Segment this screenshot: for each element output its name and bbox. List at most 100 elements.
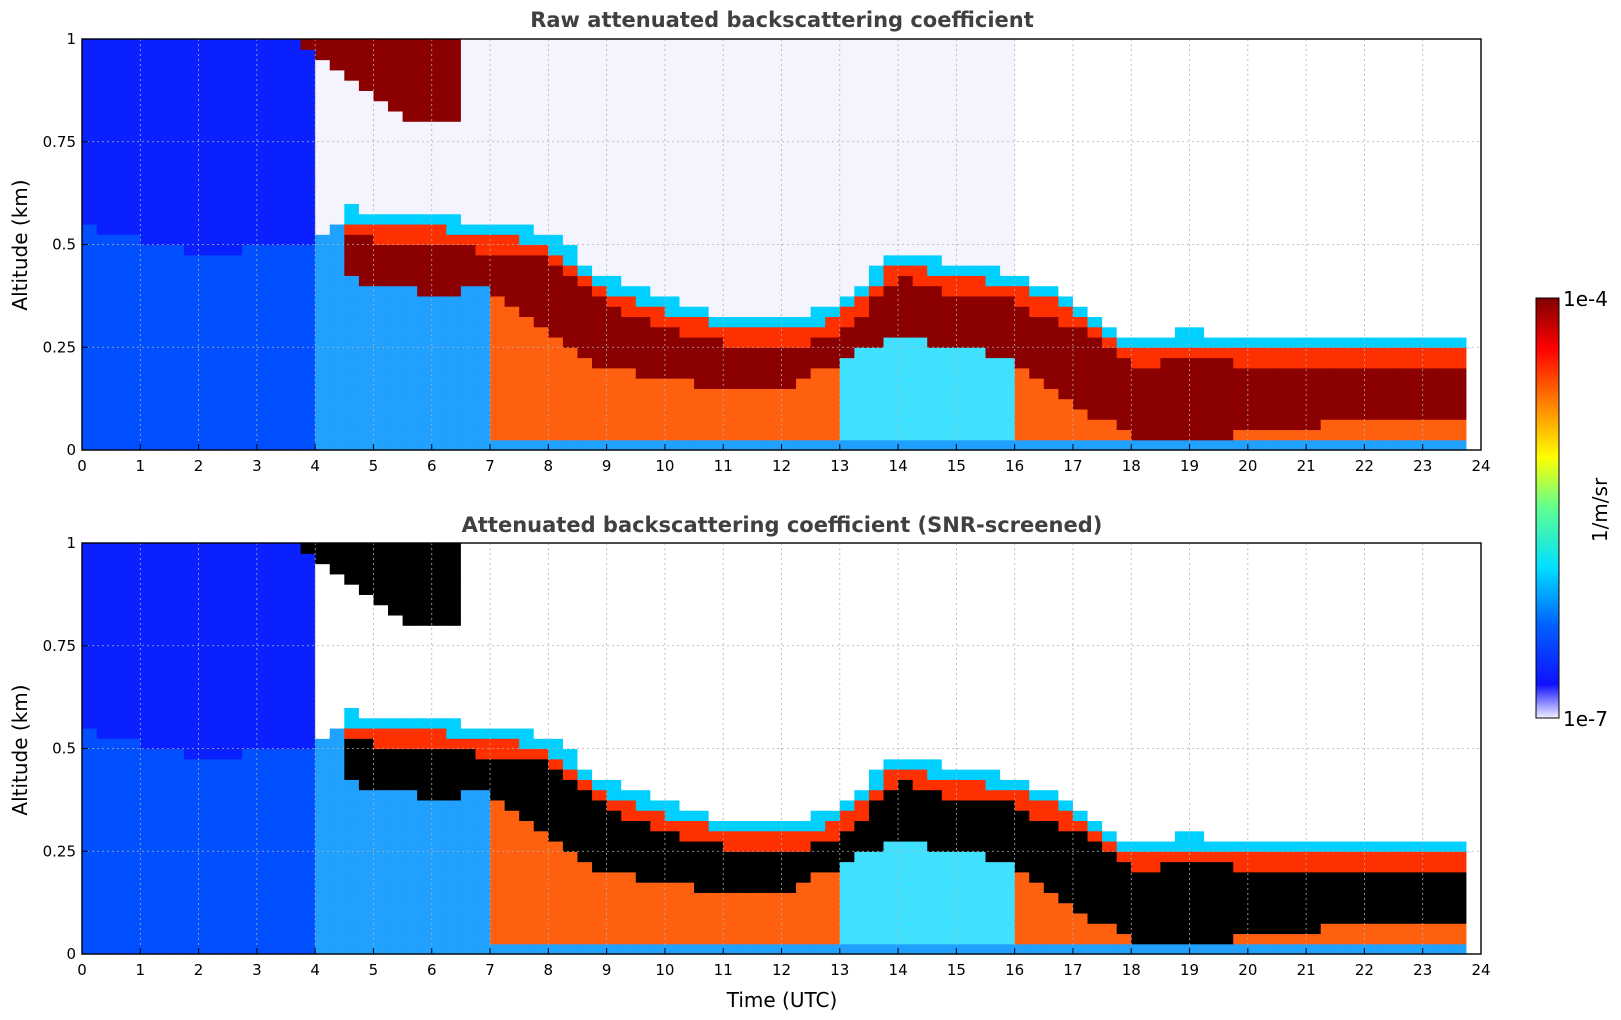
heatmap-cell xyxy=(446,49,462,61)
heatmap-cell xyxy=(562,193,579,205)
heatmap-cell xyxy=(650,49,666,61)
heatmap-cell xyxy=(1320,59,1336,71)
heatmap-cell xyxy=(679,141,695,153)
heatmap-cell xyxy=(810,244,826,256)
heatmap-cell xyxy=(1160,275,1176,287)
heatmap-cell xyxy=(970,90,987,102)
heatmap-cell xyxy=(96,676,112,688)
heatmap-cell xyxy=(1029,408,1045,420)
heatmap-cell xyxy=(242,213,258,225)
heatmap-cell xyxy=(417,656,433,667)
heatmap-cell xyxy=(111,851,127,863)
heatmap-cell xyxy=(1364,131,1380,143)
heatmap-cell xyxy=(417,769,433,780)
heatmap-cell xyxy=(679,295,695,307)
heatmap-cell xyxy=(1378,90,1395,102)
heatmap-cell xyxy=(446,871,462,883)
heatmap-cell xyxy=(883,182,899,194)
heatmap-cell xyxy=(883,213,899,225)
heatmap-cell xyxy=(737,39,753,50)
heatmap-cell xyxy=(635,213,651,225)
heatmap-cell xyxy=(723,193,739,205)
heatmap-cell xyxy=(1262,306,1278,318)
heatmap-cell xyxy=(548,357,564,369)
heatmap-cell xyxy=(781,80,797,91)
heatmap-cell xyxy=(839,121,855,133)
heatmap-cell xyxy=(125,882,141,893)
heatmap-cell xyxy=(125,357,141,369)
heatmap-cell xyxy=(1087,39,1103,50)
heatmap-cell xyxy=(868,295,885,307)
heatmap-cell xyxy=(927,39,943,50)
heatmap-cell xyxy=(679,90,695,102)
heatmap-cell xyxy=(256,110,273,122)
heatmap-cell xyxy=(213,758,229,770)
heatmap-cell xyxy=(169,172,185,184)
heatmap-cell xyxy=(184,121,200,133)
heatmap-cell xyxy=(431,635,447,647)
heatmap-cell xyxy=(796,398,812,410)
heatmap-cell xyxy=(1043,429,1059,441)
heatmap-cell xyxy=(941,316,957,328)
heatmap-cell xyxy=(825,234,841,246)
heatmap-cell xyxy=(825,275,841,287)
heatmap-cell xyxy=(592,49,608,61)
heatmap-cell xyxy=(970,172,987,184)
heatmap-cell xyxy=(344,769,360,780)
heatmap-cell xyxy=(1087,141,1103,153)
heatmap-cell xyxy=(956,39,972,50)
heatmap-cell xyxy=(898,326,914,338)
heatmap-cell xyxy=(329,265,345,276)
heatmap-cell xyxy=(1218,234,1234,246)
heatmap-cell xyxy=(184,59,200,71)
heatmap-cell xyxy=(388,90,404,102)
heatmap-cell xyxy=(1335,69,1351,81)
heatmap-cell xyxy=(970,100,987,112)
heatmap-cell xyxy=(825,110,841,122)
heatmap-cell xyxy=(1000,223,1016,235)
heatmap-cell xyxy=(912,80,928,91)
heatmap-cell xyxy=(752,131,768,143)
heatmap-cell xyxy=(1131,69,1147,81)
heatmap-cell xyxy=(417,604,433,616)
heatmap-cell xyxy=(985,244,1001,256)
heatmap-cell xyxy=(606,316,622,328)
heatmap-cell xyxy=(1437,172,1453,184)
heatmap-cell xyxy=(577,110,593,122)
heatmap-cell xyxy=(460,439,477,451)
heatmap-cell xyxy=(82,203,98,215)
heatmap-cell xyxy=(548,49,564,61)
heatmap-cell xyxy=(213,882,229,893)
heatmap-cell xyxy=(169,871,185,883)
heatmap-cell xyxy=(125,80,141,91)
heatmap-cell xyxy=(82,326,98,338)
heatmap-cell xyxy=(1422,121,1438,133)
heatmap-cell xyxy=(111,543,127,554)
heatmap-cell xyxy=(475,234,491,246)
heatmap-cell xyxy=(752,193,768,205)
heatmap-cell xyxy=(125,408,141,420)
heatmap-cell xyxy=(154,223,171,235)
heatmap-cell xyxy=(184,758,200,770)
heatmap-cell xyxy=(96,727,112,739)
heatmap-cell xyxy=(315,933,331,945)
heatmap-cell xyxy=(227,727,243,739)
heatmap-cell xyxy=(475,152,491,163)
heatmap-cell xyxy=(344,707,360,719)
heatmap-cell xyxy=(242,388,258,400)
heatmap-cell xyxy=(140,131,156,143)
heatmap-cell xyxy=(82,378,98,389)
heatmap-cell xyxy=(1029,285,1045,297)
heatmap-cell xyxy=(1408,388,1424,400)
heatmap-cell xyxy=(577,347,593,359)
heatmap-cell xyxy=(300,625,316,637)
heatmap-cell xyxy=(154,573,171,585)
heatmap-cell xyxy=(256,39,273,50)
heatmap-cell xyxy=(635,336,651,348)
heatmap-cell xyxy=(271,110,287,122)
heatmap-cell xyxy=(1306,203,1322,215)
heatmap-cell xyxy=(402,90,418,102)
heatmap-cell xyxy=(854,398,870,410)
heatmap-cell xyxy=(417,912,433,924)
heatmap-cell xyxy=(1189,285,1205,297)
